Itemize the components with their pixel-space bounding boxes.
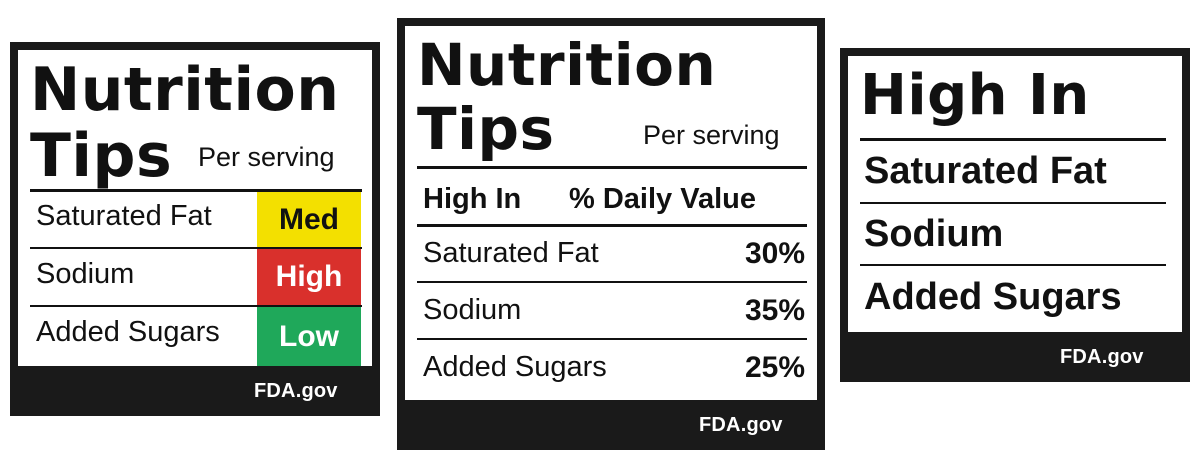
title-line-2: Tips — [417, 95, 555, 163]
high-in-label: High In Saturated Fat Sodium Added Sugar… — [840, 48, 1190, 382]
high-in-title: High In — [860, 63, 1090, 128]
title-line-2: Tips — [30, 121, 173, 191]
nutrient-label: Saturated Fat — [36, 200, 212, 232]
divider — [417, 338, 807, 340]
nutrient-label: Added Sugars — [423, 351, 607, 383]
divider — [417, 166, 807, 169]
title-line-1: Nutrition — [30, 55, 340, 125]
divider — [30, 247, 362, 249]
per-serving-text: Per serving — [198, 142, 335, 172]
nutrient-label: Added Sugars — [864, 276, 1122, 318]
nutrition-tips-label-daily-value: Nutrition Tips Per serving High In % Dai… — [397, 18, 825, 450]
daily-value-percent: 35% — [744, 294, 805, 327]
header-high-in: High In — [423, 183, 522, 215]
per-serving-text: Per serving — [643, 120, 780, 150]
daily-value-percent: 30% — [744, 237, 805, 270]
divider — [417, 224, 807, 227]
divider — [417, 281, 807, 283]
level-badge-med: Med — [257, 192, 361, 247]
fda-footer: FDA.gov — [254, 380, 338, 402]
fda-footer: FDA.gov — [699, 414, 783, 436]
divider — [30, 189, 362, 192]
divider — [860, 202, 1166, 204]
nutrient-label: Sodium — [423, 294, 522, 326]
nutrient-label: Sodium — [36, 258, 135, 290]
fda-footer: FDA.gov — [1060, 346, 1144, 368]
level-badge-high: High — [257, 249, 361, 305]
divider — [860, 264, 1166, 266]
daily-value-percent: 25% — [744, 351, 805, 384]
nutrient-label: Saturated Fat — [423, 237, 599, 269]
divider — [860, 138, 1166, 141]
title-line-1: Nutrition — [417, 31, 717, 99]
nutrient-label: Saturated Fat — [864, 150, 1107, 192]
label-panel — [405, 26, 817, 400]
header-daily-value: % Daily Value — [569, 183, 756, 215]
nutrient-label: Sodium — [864, 213, 1004, 255]
nutrient-label: Added Sugars — [36, 316, 220, 348]
divider — [30, 305, 362, 307]
level-badge-low: Low — [257, 307, 361, 366]
label-panel — [848, 56, 1182, 332]
nutrition-tips-label-traffic-light: Nutrition Tips Per serving Saturated Fat… — [10, 42, 380, 416]
